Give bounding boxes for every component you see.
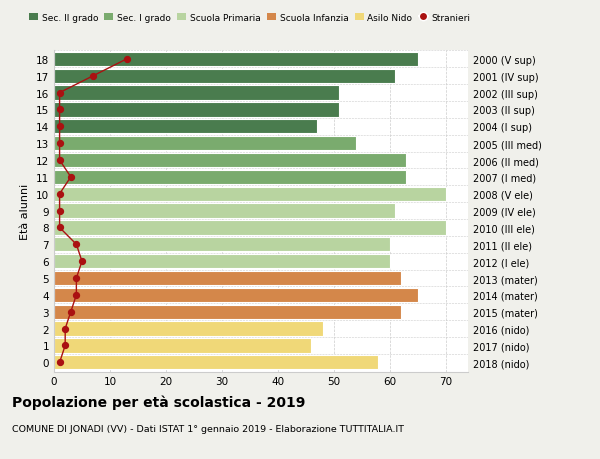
Point [71,241,81,248]
Bar [54,355,379,369]
Bar [54,271,401,285]
Point [55,106,64,114]
Point [122,56,131,63]
Bar [54,69,395,84]
Point [55,140,64,147]
Point [66,308,76,316]
Bar [54,170,406,185]
Bar [54,86,340,101]
Point [88,73,98,80]
Bar [54,153,406,168]
Point [66,174,76,181]
Point [55,190,64,198]
Bar [54,288,418,302]
Legend: Sec. II grado, Sec. I grado, Scuola Primaria, Scuola Infanzia, Asilo Nido, Stran: Sec. II grado, Sec. I grado, Scuola Prim… [25,10,474,26]
Bar [54,204,395,218]
Point [55,157,64,164]
Point [61,342,70,349]
Point [55,207,64,215]
Point [61,325,70,333]
Y-axis label: Età alunni: Età alunni [20,183,31,239]
Point [71,291,81,299]
Point [55,123,64,131]
Bar [54,254,389,269]
Bar [54,238,389,252]
Bar [54,137,356,151]
Text: COMUNE DI JONADI (VV) - Dati ISTAT 1° gennaio 2019 - Elaborazione TUTTITALIA.IT: COMUNE DI JONADI (VV) - Dati ISTAT 1° ge… [12,425,404,433]
Bar [54,187,446,202]
Bar [54,305,401,319]
Point [55,224,64,232]
Point [71,275,81,282]
Point [55,359,64,366]
Bar [54,322,323,336]
Text: Popolazione per età scolastica - 2019: Popolazione per età scolastica - 2019 [12,395,305,409]
Point [55,90,64,97]
Bar [54,103,340,118]
Bar [54,339,311,353]
Bar [54,120,317,134]
Bar [54,53,418,67]
Bar [54,221,446,235]
Point [77,258,87,265]
